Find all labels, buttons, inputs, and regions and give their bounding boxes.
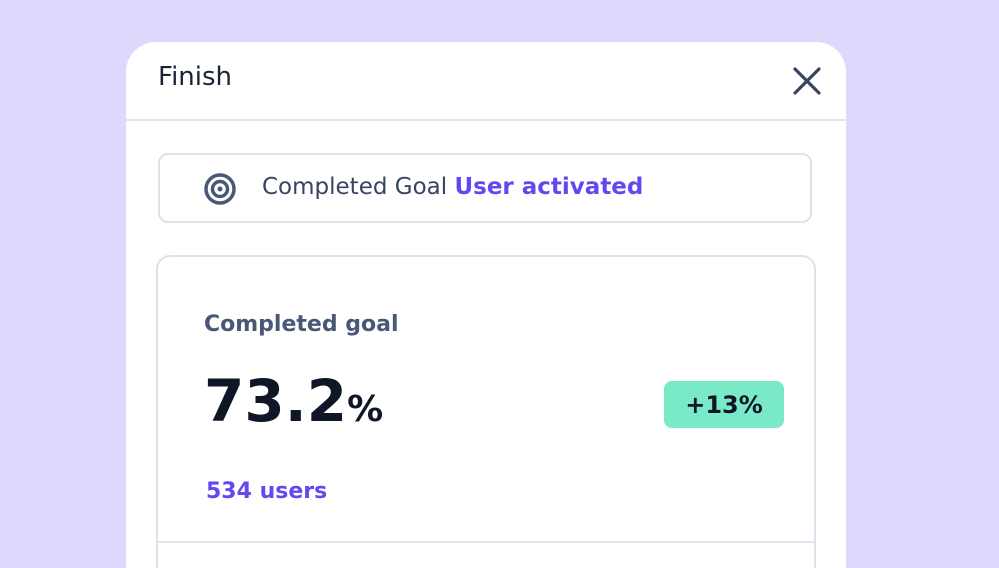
stat-value: 73.2% [204, 367, 383, 435]
panel-title: Finish [158, 62, 233, 92]
divider [126, 119, 846, 121]
change-badge: +13% [664, 381, 784, 428]
stat-label: Completed goal [204, 312, 399, 337]
target-icon [204, 173, 236, 205]
users-count[interactable]: 534 users [206, 479, 328, 504]
close-button[interactable] [792, 66, 822, 96]
divider [158, 541, 814, 543]
goal-label: Completed Goal [262, 174, 448, 200]
finish-panel: Finish Completed Goal User activated Com… [126, 42, 846, 568]
stat-unit: % [347, 389, 384, 430]
stat-number: 73.2 [204, 367, 348, 435]
goal-text: Completed Goal User activated [262, 174, 643, 200]
goal-name: User activated [454, 174, 644, 200]
goal-row[interactable]: Completed Goal User activated [158, 153, 812, 223]
stat-card: Completed goal 73.2% +13% 534 users [156, 255, 816, 568]
